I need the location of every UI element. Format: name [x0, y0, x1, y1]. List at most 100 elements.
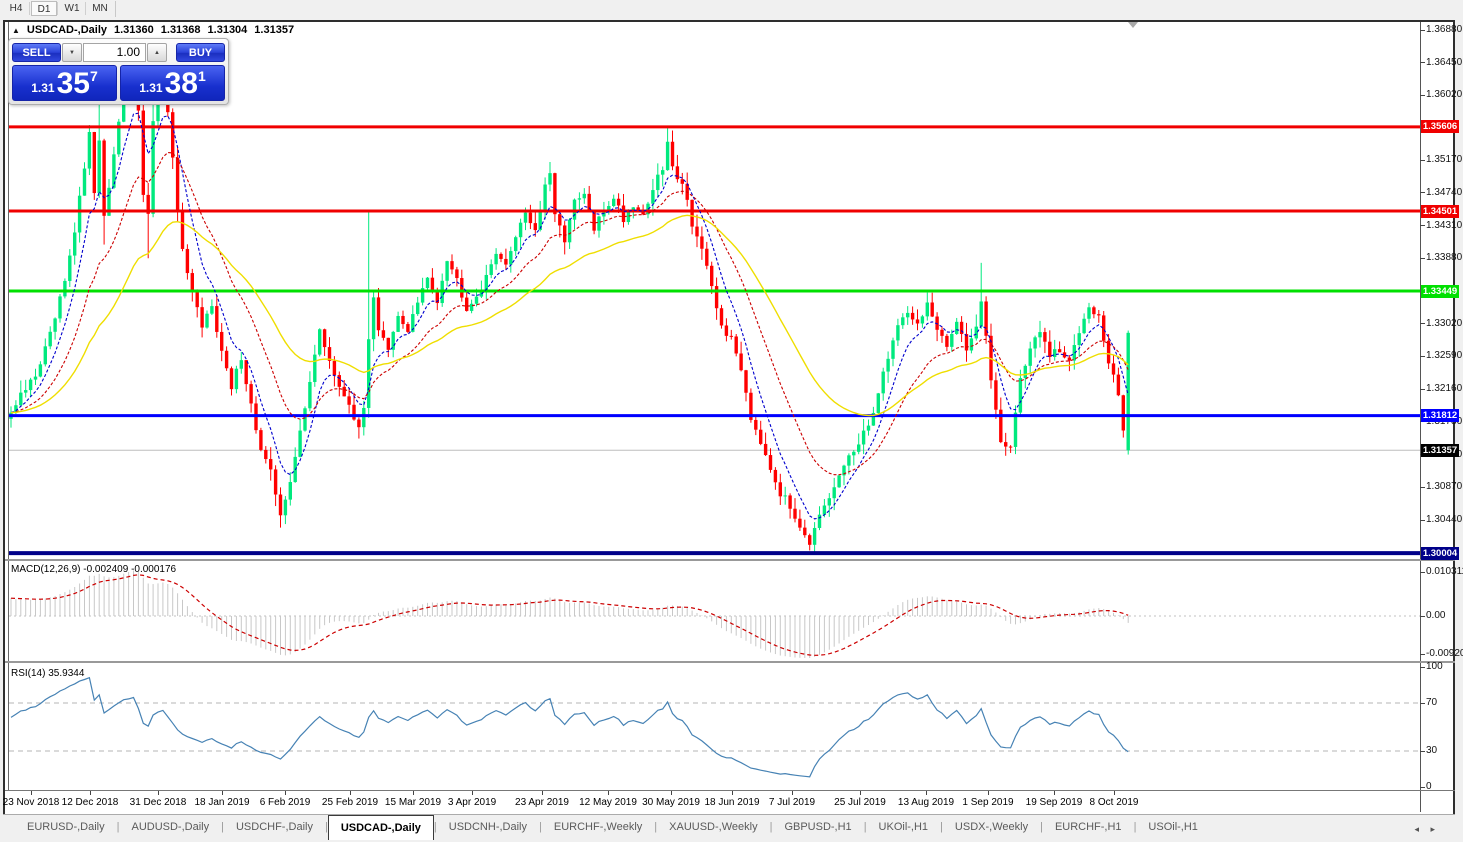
buy-button[interactable]: BUY: [176, 43, 225, 62]
chevron-down-icon: ▼: [69, 50, 75, 56]
time-tick-mark: [472, 791, 473, 795]
tab-ukoil-h1[interactable]: UKOil-,H1: [878, 821, 929, 833]
tab-xauusd-weekly[interactable]: XAUUSD-,Weekly: [669, 821, 758, 833]
price-level-badge-1.35606[interactable]: 1.35606: [1421, 120, 1459, 134]
time-tick-label: 12 May 2019: [579, 797, 637, 808]
timeframe-toolbar: H4 D1 W1 MN: [0, 0, 1463, 19]
price-tick-mark: [1420, 519, 1425, 521]
ma-40-line: [10, 214, 1129, 417]
price-tick-label: 1.36880: [1426, 24, 1463, 35]
tab-eurchf-weekly[interactable]: EURCHF-,Weekly: [553, 821, 643, 833]
price-tick-mark: [1420, 257, 1425, 259]
macd-histogram: [10, 570, 1129, 658]
chevron-up-icon: ▲: [154, 50, 160, 56]
timeframe-mn-button[interactable]: MN: [92, 3, 108, 14]
tab-usdchf-daily[interactable]: USDCHF-,Daily: [235, 821, 313, 833]
timeframe-w1-button[interactable]: W1: [64, 3, 80, 14]
macd-signal-line: [10, 574, 1129, 656]
tab-divider: |: [116, 821, 120, 833]
tab-usoil-h1[interactable]: USOil-,H1: [1148, 821, 1198, 833]
ma-18-line: [10, 151, 1129, 476]
candles: [9, 46, 1130, 553]
buy-price-prefix: 1.31: [139, 81, 163, 95]
price-tick-label: 1.36020: [1426, 89, 1463, 101]
tab-divider: |: [221, 821, 224, 833]
price-level-badge-1.34501[interactable]: 1.34501: [1421, 204, 1459, 218]
rsi-tick-label: 70: [1426, 697, 1438, 708]
macd-panel-separator[interactable]: [5, 559, 1455, 561]
collapse-trade-panel-icon[interactable]: ▲: [12, 25, 20, 35]
tab-audusd-daily[interactable]: AUDUSD-,Daily: [131, 821, 210, 833]
toolbar-separator: [57, 2, 58, 15]
tab-divider: |: [1133, 821, 1137, 833]
price-tick-label: 1.32160: [1426, 383, 1463, 395]
tab-usdcnh-daily[interactable]: USDCNH-,Daily: [448, 821, 527, 833]
time-axis-border: [5, 790, 1455, 791]
tab-divider: |: [433, 821, 437, 833]
price-tick-label: 1.34740: [1426, 186, 1463, 198]
lot-increase-button[interactable]: ▲: [147, 43, 167, 62]
timeframe-h4-button[interactable]: H4: [9, 3, 23, 14]
time-tick-mark: [926, 791, 927, 795]
buy-price-button[interactable]: 1.31 38 1: [120, 65, 225, 101]
tab-usdx-weekly[interactable]: USDX-,Weekly: [954, 821, 1029, 833]
time-tick-label: 7 Jul 2019: [768, 797, 816, 808]
tab-divider: |: [1040, 821, 1043, 833]
time-tick-label: 25 Feb 2019: [321, 797, 379, 808]
price-tick-mark: [1420, 94, 1425, 96]
price-tick-label: 1.33880: [1426, 252, 1463, 264]
time-tick-mark: [413, 791, 414, 795]
lot-decrease-button[interactable]: ▼: [62, 43, 82, 62]
macd-tick-mark: [1420, 653, 1425, 655]
price-tick-mark: [1420, 323, 1425, 325]
time-tick-label: 25 Jul 2019: [834, 797, 886, 808]
autoscroll-marker-icon: [1128, 22, 1138, 28]
tab-usdcad-daily[interactable]: USDCAD-,Daily: [327, 815, 434, 840]
timeframe-d1-button[interactable]: D1: [31, 1, 57, 16]
rsi-tick-mark: [1420, 786, 1425, 788]
sell-price-button[interactable]: 1.31 35 7: [12, 65, 117, 101]
price-tick-mark: [1420, 29, 1425, 31]
time-tick-label: 19 Sep 2019: [1025, 797, 1083, 808]
price-level-badge-1.30004[interactable]: 1.30004: [1421, 546, 1459, 560]
macd-tick-label: 0.00: [1426, 610, 1446, 621]
time-tick-mark: [1114, 791, 1115, 795]
price-tick-mark: [1420, 486, 1425, 488]
time-tick-mark: [285, 791, 286, 795]
ohlc-close: 1.31357: [254, 24, 295, 36]
price-tick-label: 1.30870: [1426, 481, 1463, 493]
tab-gbpusd-h1[interactable]: GBPUSD-,H1: [784, 821, 852, 833]
price-tick-label: 1.33020: [1426, 317, 1463, 329]
time-tick-label: 18 Jan 2019: [194, 797, 250, 808]
rsi-panel-separator[interactable]: [5, 661, 1455, 663]
time-tick-label: 8 Oct 2019: [1089, 797, 1139, 808]
price-level-badge-1.31812[interactable]: 1.31812: [1421, 409, 1459, 423]
tab-scroll-left-icon[interactable]: ◂: [1414, 824, 1419, 834]
ma-7-line: [10, 112, 1129, 520]
price-level-badge-1.33449[interactable]: 1.33449: [1421, 284, 1459, 298]
price-tick-mark: [1420, 225, 1425, 227]
rsi-tick-mark: [1420, 750, 1425, 752]
time-tick-label: 23 Nov 2018: [2, 797, 60, 808]
time-tick-mark: [988, 791, 989, 795]
one-click-trade-panel: SELL ▼ 1.00 ▲ BUY 1.31 35 7 1.31 38 1: [8, 38, 229, 105]
tab-eurusd-daily[interactable]: EURUSD-,Daily: [27, 821, 105, 833]
ohlc-high: 1.31368: [160, 24, 201, 36]
time-tick-label: 6 Feb 2019: [259, 797, 311, 808]
rsi-tick-label: 30: [1426, 745, 1438, 756]
time-tick-mark: [792, 791, 793, 795]
buy-price-pip: 1: [197, 68, 206, 84]
sell-button[interactable]: SELL: [12, 43, 61, 62]
time-tick-mark: [542, 791, 543, 795]
symbol-title: USDCAD-,Daily: [26, 24, 107, 36]
lot-size-input[interactable]: 1.00: [83, 43, 146, 62]
rsi-tick-label: 100: [1426, 661, 1443, 672]
macd-tick-label: -0.009203: [1426, 648, 1463, 659]
time-tick-mark: [608, 791, 609, 795]
tab-eurchf-h1[interactable]: EURCHF-,H1: [1054, 821, 1122, 833]
time-tick-mark: [1054, 791, 1055, 795]
tab-scroll-right-icon[interactable]: ▸: [1430, 824, 1435, 834]
time-tick-label: 12 Dec 2018: [61, 797, 119, 808]
